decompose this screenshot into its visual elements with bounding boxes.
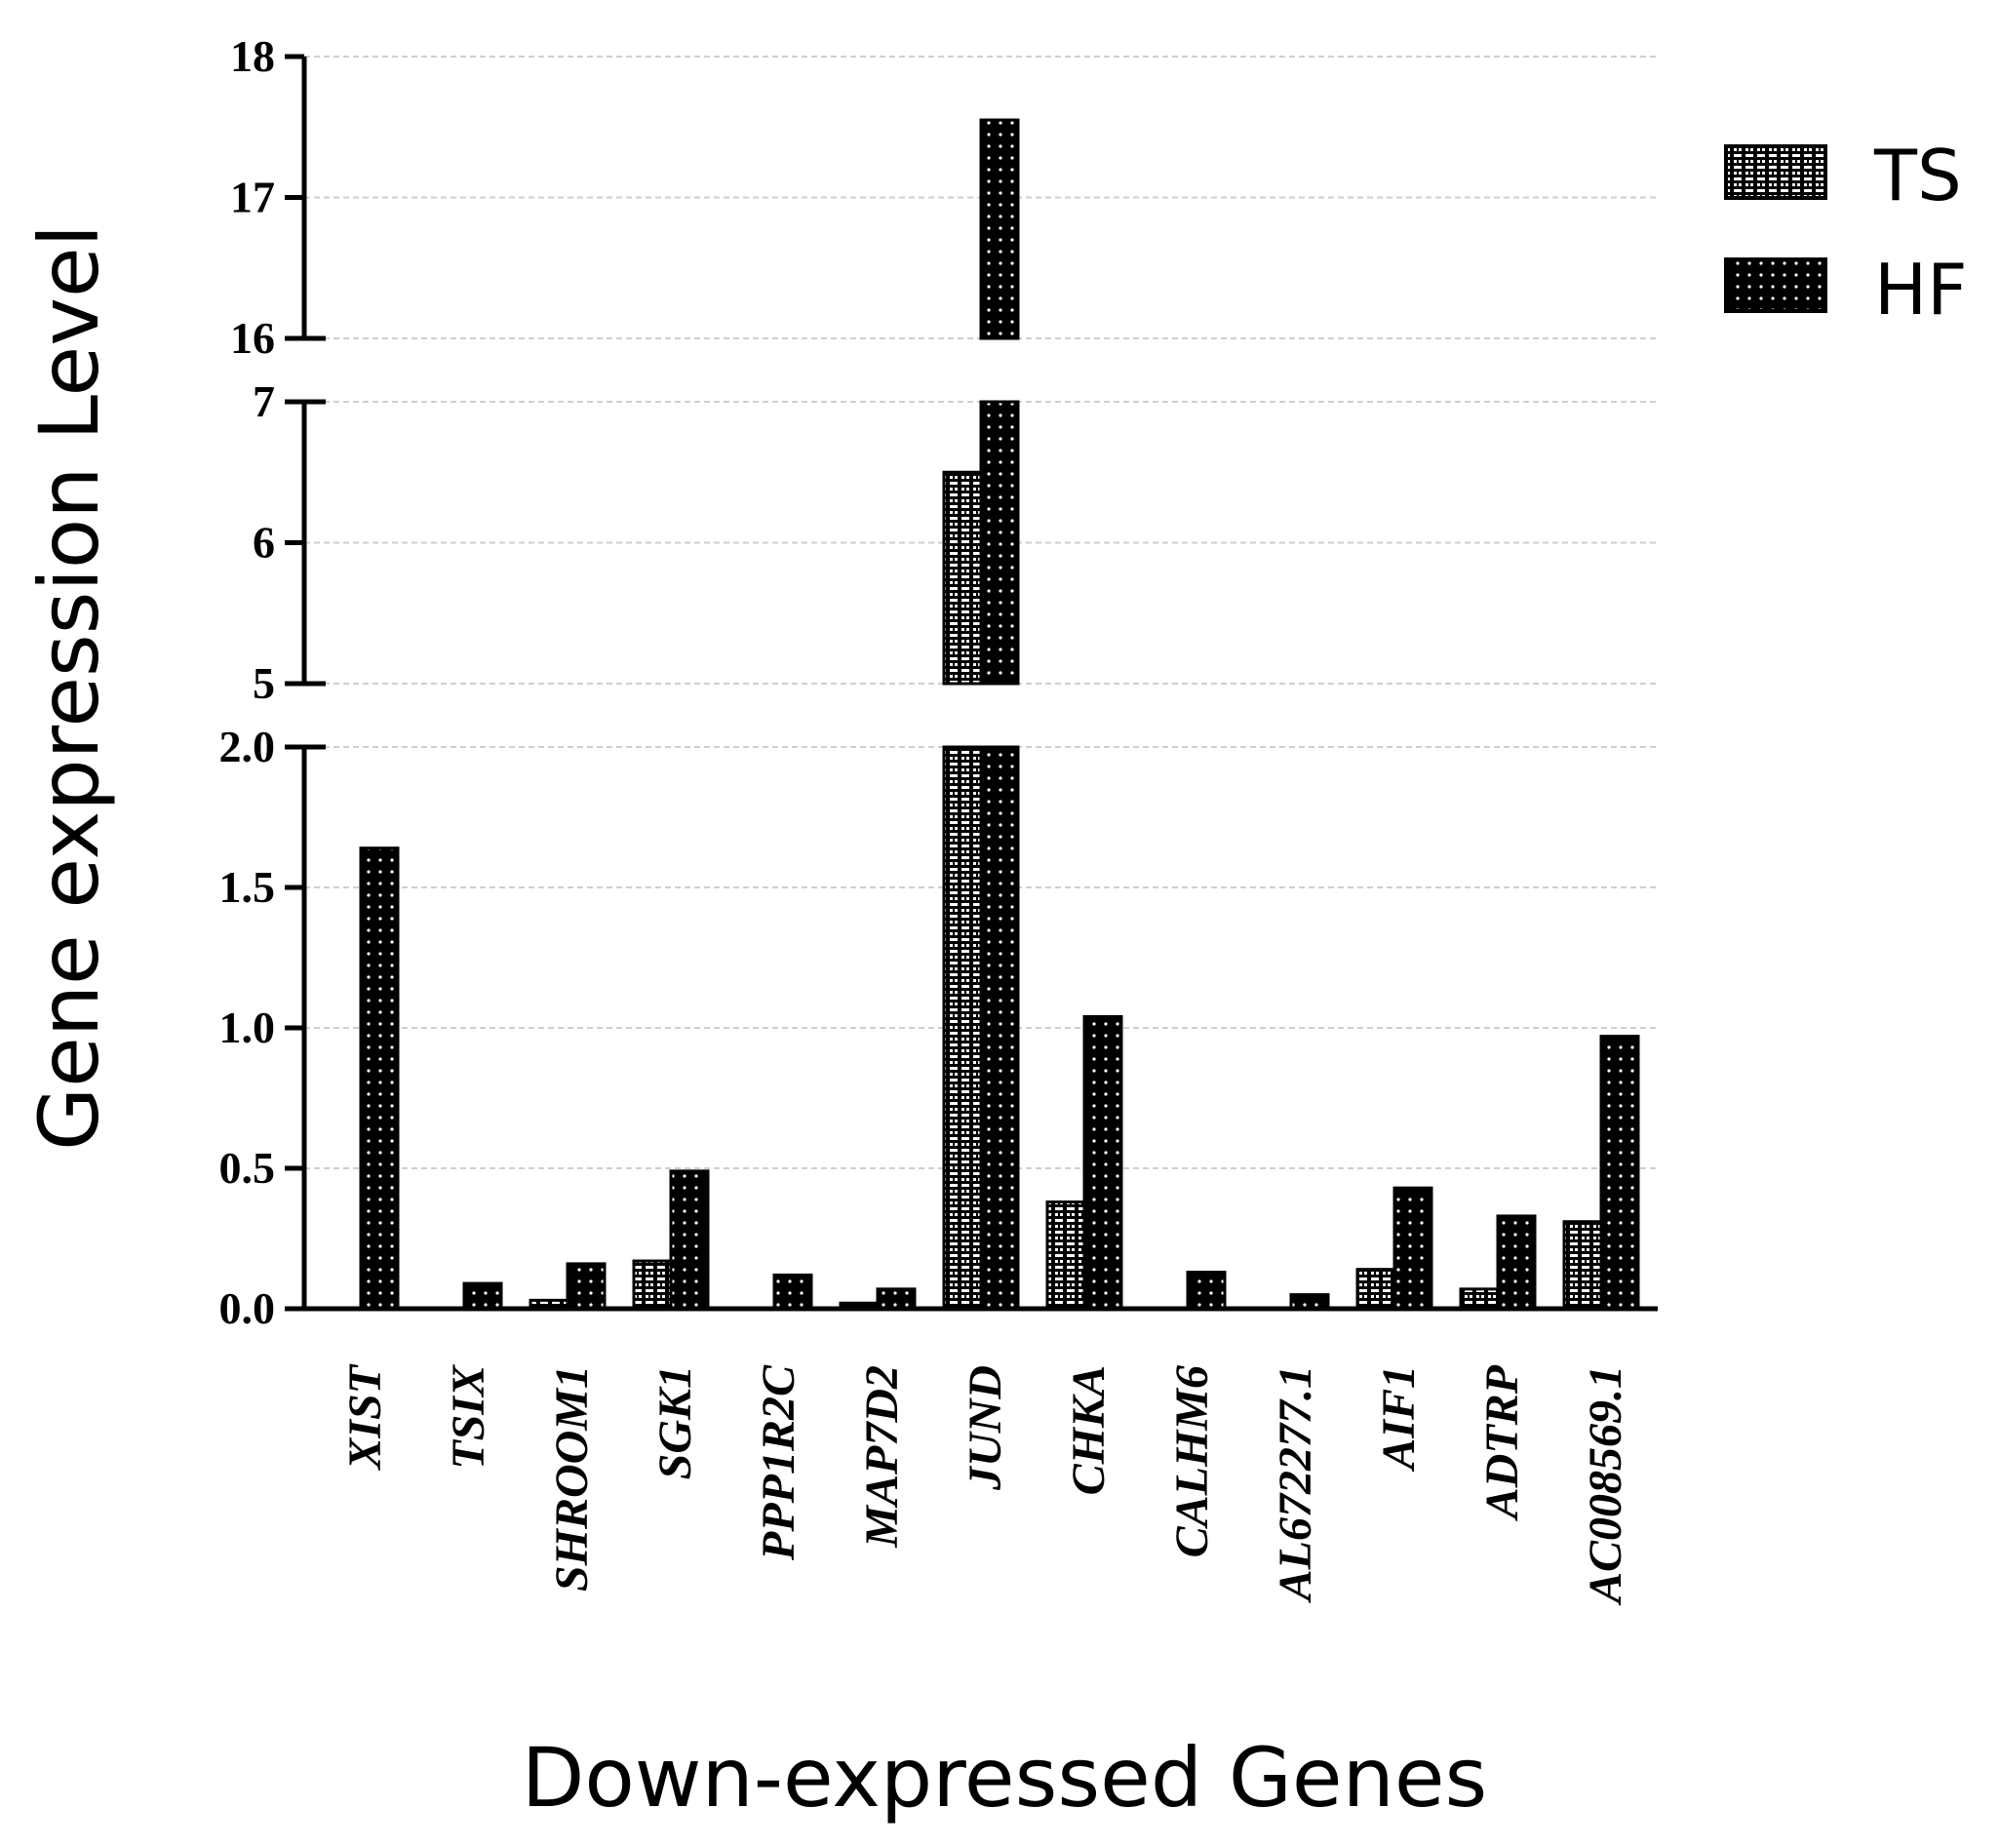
y-tick-label: 0.5 bbox=[219, 1143, 276, 1193]
bar-hf-tsix bbox=[462, 1281, 503, 1311]
category-label: CALHM6 bbox=[1166, 1365, 1218, 1557]
category-label: AIF1 bbox=[1373, 1365, 1425, 1473]
category-label: AC008569.1 bbox=[1580, 1365, 1631, 1606]
bar-ts-aif1 bbox=[1355, 1268, 1396, 1311]
bar-hf-aif1 bbox=[1392, 1186, 1433, 1311]
y-tick-label: 2.0 bbox=[219, 722, 276, 771]
legend-swatch-ts bbox=[1724, 144, 1827, 200]
category-label: PPP1R2C bbox=[753, 1364, 804, 1561]
bar-hf-jund bbox=[979, 118, 1020, 340]
bar-hf-jund bbox=[979, 400, 1020, 686]
category-label: XIST bbox=[339, 1363, 391, 1471]
category-label: TSIX bbox=[443, 1364, 494, 1470]
bar-ts-jund bbox=[942, 745, 983, 1311]
legend: TS HF bbox=[1724, 135, 1968, 331]
y-tick-label: 1.5 bbox=[219, 862, 276, 912]
bar-hf-adtrp bbox=[1496, 1214, 1537, 1311]
y-axis-title: Gene expression Level bbox=[21, 224, 117, 1151]
bar-hf-ac008569.1 bbox=[1599, 1035, 1640, 1311]
legend-swatch-hf bbox=[1724, 257, 1827, 313]
y-tick-label: 17 bbox=[230, 173, 275, 222]
bar-hf-map7d2 bbox=[876, 1287, 917, 1311]
bar-hf-ppp1r2c bbox=[772, 1273, 813, 1311]
bar-hf-shroom1 bbox=[566, 1262, 607, 1311]
bars bbox=[359, 118, 1640, 1311]
y-axis: 0.0 0.5 1.0 1.5 2.0 5 6 7 16 17 18 bbox=[219, 31, 326, 1333]
y-tick-label: 18 bbox=[230, 31, 275, 81]
bar-ts-sgk1 bbox=[632, 1259, 673, 1311]
category-labels: XIST TSIX SHROOM1 SGK1 PPP1R2C MAP7D2 JUND CHKA… bbox=[339, 1363, 1631, 1606]
category-label: CHKA bbox=[1063, 1365, 1115, 1495]
category-label: MAP7D2 bbox=[856, 1365, 908, 1549]
bar-hf-chka bbox=[1082, 1014, 1123, 1311]
legend-label-hf: HF bbox=[1874, 249, 1968, 331]
bar-hf-sgk1 bbox=[669, 1169, 710, 1311]
y-tick-label: 16 bbox=[230, 313, 275, 363]
y-tick-label: 6 bbox=[253, 518, 275, 568]
bar-ts-chka bbox=[1045, 1200, 1086, 1311]
category-label: SGK1 bbox=[649, 1365, 701, 1479]
y-tick-label: 7 bbox=[253, 376, 275, 426]
x-axis-title: Down-expressed Genes bbox=[522, 1730, 1488, 1826]
y-tick-label: 0.0 bbox=[219, 1283, 276, 1333]
category-label: JUND bbox=[960, 1365, 1011, 1491]
category-label: ADTRP bbox=[1476, 1364, 1528, 1521]
bar-ts-ac008569.1 bbox=[1562, 1220, 1603, 1311]
category-label: AL672277.1 bbox=[1270, 1365, 1321, 1603]
y-tick-label: 5 bbox=[253, 658, 275, 708]
bar-hf-xist bbox=[359, 846, 400, 1311]
bar-ts-jund bbox=[942, 470, 983, 686]
category-label: SHROOM1 bbox=[546, 1365, 598, 1592]
bar-hf-calhm6 bbox=[1186, 1271, 1227, 1311]
legend-label-ts: TS bbox=[1873, 135, 1962, 216]
bar-ts-adtrp bbox=[1459, 1287, 1500, 1311]
y-tick-label: 1.0 bbox=[219, 1003, 276, 1052]
bar-hf-jund bbox=[979, 745, 1020, 1311]
